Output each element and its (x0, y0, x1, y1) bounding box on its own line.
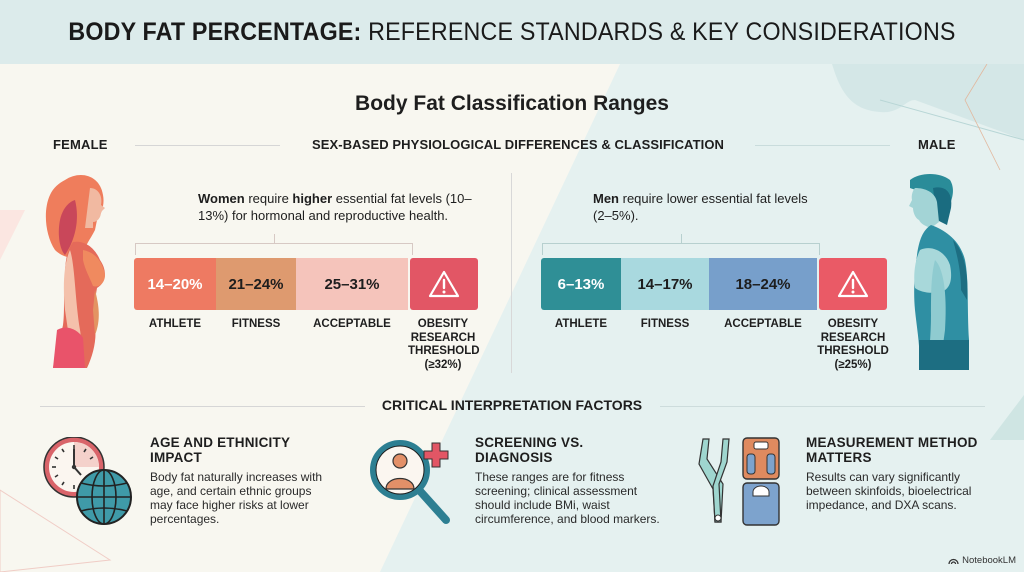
band-acceptable: 18–24% (709, 258, 817, 310)
band-obesity (819, 258, 887, 310)
male-band-labels: ATHLETE FITNESS ACCEPTABLE OBESITY RESEA… (554, 318, 889, 371)
female-label: FEMALE (53, 137, 108, 152)
female-bracket (135, 234, 413, 255)
magnifier-person-icon (366, 437, 461, 537)
band-acceptable: 25–31% (296, 258, 408, 310)
male-range-bands: 6–13% 14–17% 18–24% (541, 258, 887, 310)
sex-label-row: FEMALE SEX-BASED PHYSIOLOGICAL DIFFERENC… (0, 137, 1024, 155)
male-bracket (542, 234, 820, 255)
band-athlete: 14–20% (134, 258, 216, 310)
section-subtitle: SEX-BASED PHYSIOLOGICAL DIFFERENCES & CL… (311, 137, 725, 152)
divider-line (755, 145, 890, 146)
female-band-labels: ATHLETE FITNESS ACCEPTABLE OBESITY RESEA… (148, 318, 480, 371)
divider-line (660, 406, 985, 407)
factors-title: CRITICAL INTERPRETATION FACTORS (381, 397, 643, 413)
band-fitness: 14–17% (621, 258, 709, 310)
band-obesity (410, 258, 478, 310)
male-label: MALE (918, 137, 956, 152)
page-header: BODY FAT PERCENTAGE: REFERENCE STANDARDS… (0, 0, 1024, 64)
band-fitness: 21–24% (216, 258, 296, 310)
page-title: BODY FAT PERCENTAGE: REFERENCE STANDARDS… (68, 17, 956, 46)
male-note: Men require lower essential fat levels (… (593, 191, 808, 223)
female-silhouette (35, 170, 120, 370)
female-note: Women require higher essential fat level… (198, 191, 472, 223)
warning-icon (837, 270, 869, 298)
warning-icon (428, 270, 460, 298)
divider-line (40, 406, 365, 407)
section-title: Body Fat Classification Ranges (355, 92, 669, 115)
clock-globe-icon (40, 436, 135, 537)
factors-title-row: CRITICAL INTERPRETATION FACTORS (0, 397, 1024, 415)
divider-line (135, 145, 280, 146)
vertical-divider (511, 173, 512, 373)
band-athlete: 6–13% (541, 258, 621, 310)
female-range-bands: 14–20% 21–24% 25–31% (134, 258, 478, 310)
caliper-scale-icon (693, 434, 788, 534)
notebooklm-brand: NotebookLM (948, 555, 1016, 566)
male-silhouette (905, 170, 975, 370)
notebooklm-logo-icon (948, 558, 959, 565)
